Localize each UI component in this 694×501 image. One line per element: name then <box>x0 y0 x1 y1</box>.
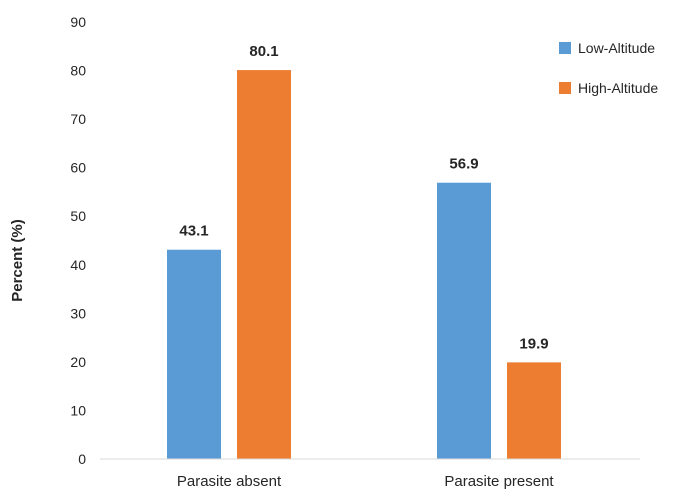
data-label: 19.9 <box>519 335 548 352</box>
y-axis-label: Percent (%) <box>9 219 26 302</box>
y-tick-label: 10 <box>70 402 86 418</box>
legend-swatch <box>559 82 571 94</box>
bar <box>167 249 221 459</box>
y-tick-label: 30 <box>70 305 86 321</box>
x-category-label: Parasite present <box>444 473 554 490</box>
bar <box>237 70 291 459</box>
y-tick-label: 0 <box>78 451 86 467</box>
y-tick-label: 70 <box>70 111 86 127</box>
data-labels: 43.1 80.1 56.9 19.9 <box>179 43 548 352</box>
legend: Low-Altitude High-Altitude <box>559 40 658 96</box>
y-tick-label: 60 <box>70 160 86 176</box>
x-axis-categories: Parasite absent Parasite present <box>177 473 555 490</box>
x-category-label: Parasite absent <box>177 473 282 490</box>
y-axis-ticks: 0 10 20 30 40 50 60 70 80 90 <box>70 14 86 467</box>
bars <box>167 70 561 460</box>
data-label: 80.1 <box>249 43 278 60</box>
y-tick-label: 50 <box>70 208 86 224</box>
bar <box>507 362 561 459</box>
data-label: 43.1 <box>179 223 208 240</box>
data-label: 56.9 <box>449 156 478 173</box>
legend-label: Low-Altitude <box>578 40 655 56</box>
y-tick-label: 20 <box>70 354 86 370</box>
y-tick-label: 90 <box>70 14 86 30</box>
y-tick-label: 40 <box>70 257 86 273</box>
legend-label: High-Altitude <box>578 80 658 96</box>
legend-swatch <box>559 42 571 54</box>
y-tick-label: 80 <box>70 63 86 79</box>
bar <box>437 182 491 460</box>
